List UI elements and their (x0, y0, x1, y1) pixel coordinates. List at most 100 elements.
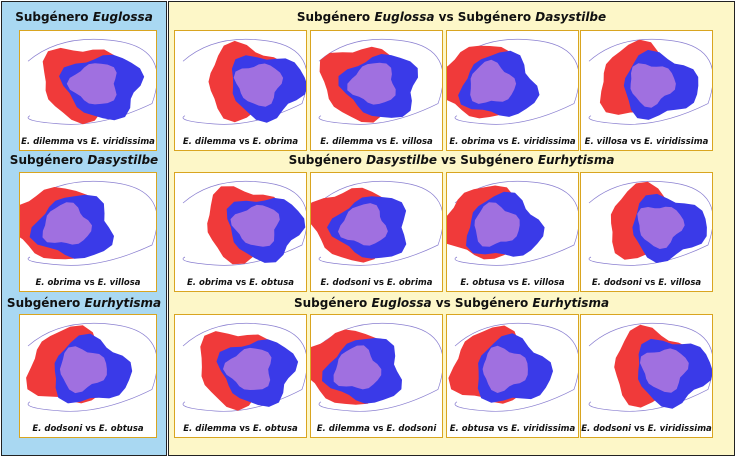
title-part: vs Subgénero (436, 153, 538, 167)
caption-part: E. villosa (658, 278, 702, 288)
outline (588, 322, 712, 412)
map (318, 38, 442, 125)
caption: E. obtusa vs E. villosa (447, 278, 578, 288)
caption-part: E. viridissima (90, 137, 155, 147)
range-blob (474, 202, 520, 247)
caption-part: vs (370, 278, 387, 288)
caption-part: vs (232, 278, 250, 288)
caption: E. obrima vs E. villosa (20, 278, 156, 288)
map-panel: E. obtusa vs E. viridissima (446, 314, 579, 438)
map-panel: E. dilemma vs E. villosa (310, 30, 443, 151)
map-panel: E. obtusa vs E. villosa (446, 172, 579, 292)
caption-part: E. obrima (187, 278, 233, 288)
map-panel: E. obrima vs E. obtusa (174, 172, 307, 292)
caption-part: E. dilemma (316, 424, 370, 434)
outline (182, 180, 306, 266)
section-title: Subgénero Euglossa vs Subgénero Dasystil… (168, 10, 735, 24)
caption-part: E. villosa (521, 278, 565, 288)
title-part: vs Subgénero (434, 10, 536, 24)
title-part: vs Subgénero (431, 296, 533, 310)
map (182, 322, 306, 412)
caption: E. obrima vs E. viridissima (447, 137, 578, 147)
caption-part: E. viridissima (647, 424, 712, 434)
title-part: Euglossa (374, 10, 435, 24)
caption-part: E. dilemma (182, 137, 236, 147)
caption: E. obtusa vs E. viridissima (447, 424, 578, 434)
caption-part: vs (369, 424, 387, 434)
caption-part: E. viridissima (644, 137, 709, 147)
caption: E. dodsoni vs E. obrima (311, 278, 442, 288)
caption-part: E. obtusa (98, 424, 144, 434)
caption-part: E. obrima (35, 278, 82, 288)
caption-part: E. viridissima (511, 137, 576, 147)
caption-part: E. villosa (389, 137, 433, 147)
title-part: Euglossa (92, 10, 153, 24)
caption-part: E. dodsoni (320, 278, 371, 288)
outline (454, 322, 578, 412)
outline (318, 180, 442, 266)
title-part: Subgénero (6, 296, 85, 310)
caption: E. dilemma vs E. dodsoni (311, 424, 442, 434)
outline (318, 38, 442, 125)
map-panel: E. dodsoni vs E. villosa (580, 172, 713, 292)
map (311, 322, 442, 412)
title-part: Eurhytisma (537, 153, 615, 167)
outline (27, 180, 156, 266)
range-blob (230, 204, 280, 247)
outline (182, 322, 306, 412)
caption-part: E. villosa (584, 137, 628, 147)
caption-part: vs (631, 424, 648, 434)
caption-part: vs (627, 137, 645, 147)
caption-part: vs (641, 278, 659, 288)
caption-part: E. obrima (449, 137, 495, 147)
range-blob (66, 63, 117, 105)
caption-part: E. dodsoni (32, 424, 83, 434)
map-panel: E. dilemma vs E. viridissima (19, 30, 157, 151)
title-part: Eurhytisma (532, 296, 610, 310)
range-blob (630, 63, 676, 108)
title-part: Subgénero (293, 296, 372, 310)
caption-part: E. dilemma (21, 137, 75, 147)
map (588, 180, 712, 266)
section-title: Subgénero Euglossa vs Subgénero Eurhytis… (168, 296, 735, 310)
section-title: Subgénero Dasystilbe (1, 153, 167, 167)
range-blob (347, 62, 396, 105)
caption-part: E. villosa (97, 278, 141, 288)
map (588, 322, 712, 412)
caption-part: E. dodsoni (581, 424, 632, 434)
map (448, 322, 578, 412)
caption-part: E. obtusa (249, 278, 294, 288)
map-panel: E. dodsoni vs E. obrima (310, 172, 443, 292)
caption: E. dodsoni vs E. obtusa (20, 424, 156, 434)
caption-part: vs (81, 278, 98, 288)
range-blob (637, 206, 685, 249)
map (26, 322, 156, 412)
range-blob (59, 346, 107, 394)
map (20, 180, 156, 266)
caption: E. villosa vs E. viridissima (581, 137, 712, 147)
caption-part: vs (494, 137, 512, 147)
map (182, 38, 306, 125)
caption-part: E. obrima (386, 278, 433, 288)
caption-part: E. dodsoni (591, 278, 642, 288)
map (182, 180, 306, 266)
map-panel: E. dodsoni vs E. viridissima (580, 314, 713, 438)
map-panel: E. dilemma vs E. dodsoni (310, 314, 443, 438)
map-panel: E. villosa vs E. viridissima (580, 30, 713, 151)
caption-part: vs (373, 137, 390, 147)
range-blob (640, 348, 689, 393)
section-title: Subgénero Eurhytisma (1, 296, 167, 310)
outline (182, 38, 306, 125)
map (27, 38, 156, 125)
map (311, 180, 442, 266)
caption-part: E. viridissima (511, 424, 576, 434)
title-part: Subgénero (9, 153, 88, 167)
range-blob (482, 345, 528, 393)
map (588, 38, 712, 125)
caption-part: vs (494, 424, 512, 434)
caption: E. dodsoni vs E. viridissima (581, 424, 712, 434)
caption-part: E. obtusa (449, 424, 495, 434)
map-panel: E. dilemma vs E. obrima (174, 30, 307, 151)
map-panel: E. obrima vs E. viridissima (446, 30, 579, 151)
range-blob (470, 59, 517, 104)
